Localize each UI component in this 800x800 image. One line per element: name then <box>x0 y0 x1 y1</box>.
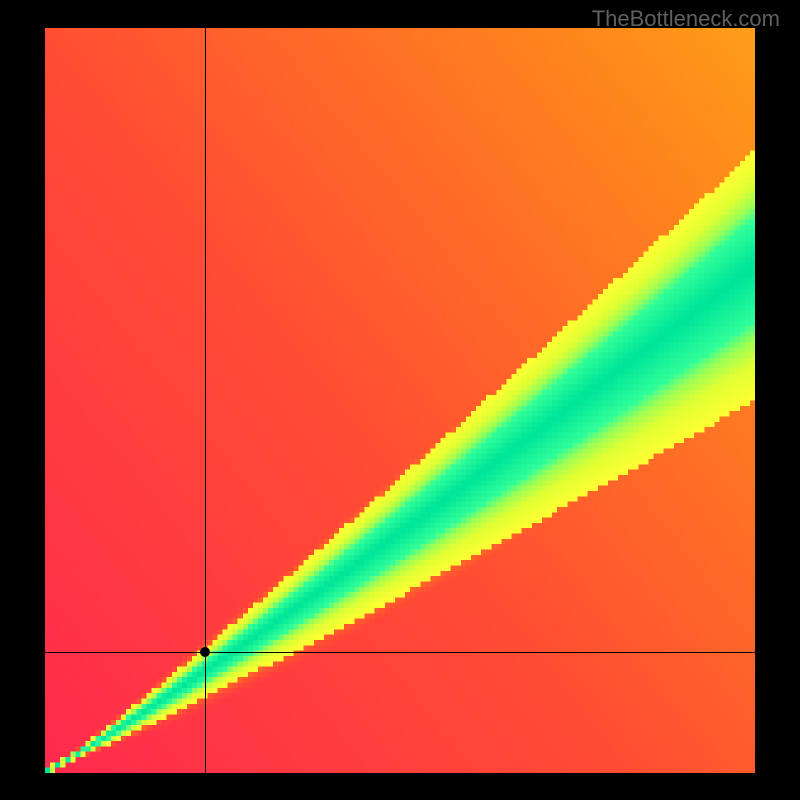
crosshair-vertical <box>205 28 206 773</box>
heatmap-plot-area <box>45 28 755 773</box>
figure-container: TheBottleneck.com <box>0 0 800 800</box>
watermark-text: TheBottleneck.com <box>592 6 780 32</box>
crosshair-horizontal <box>45 652 755 653</box>
heatmap-canvas <box>45 28 755 773</box>
crosshair-marker <box>200 647 210 657</box>
